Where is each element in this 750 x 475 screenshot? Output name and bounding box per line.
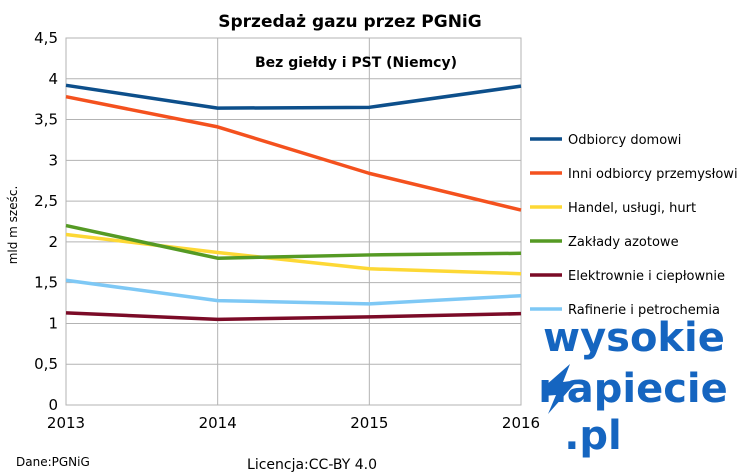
legend-label: Elektrownie i ciepłownie — [568, 269, 725, 284]
brand-line-3: .pl — [564, 413, 622, 459]
chart-title: Sprzedaż gazu przez PGNiG — [218, 12, 481, 32]
y-tick-label: 0,5 — [34, 355, 58, 373]
x-tick-label: 2014 — [199, 414, 237, 432]
legend-label: Inni odbiorcy przemysłowi — [568, 167, 738, 182]
chart-subtitle: Bez giełdy i PST (Niemcy) — [255, 55, 457, 71]
y-tick-label: 4 — [48, 70, 58, 88]
series-line-6 — [65, 278, 522, 306]
brand-logo: wysokie napiecie .pl — [538, 315, 728, 459]
lightning-bolt-icon — [543, 364, 578, 414]
y-tick-label: 0 — [48, 396, 58, 414]
legend-label: Odbiorcy domowi — [568, 133, 681, 148]
y-axis-label: mld m sześc. — [6, 186, 20, 265]
plot-area — [65, 37, 522, 406]
source-note: Dane:PGNiG — [16, 455, 90, 469]
y-tick-label: 3,5 — [34, 111, 58, 129]
brand-line-1: wysokie — [543, 315, 725, 361]
y-tick-label: 2,5 — [34, 192, 58, 210]
x-tick-label: 2013 — [47, 414, 85, 432]
series-line-1 — [65, 83, 522, 110]
y-tick-label: 3 — [48, 151, 58, 169]
series-line-2 — [65, 95, 522, 212]
y-tick-label: 4,5 — [34, 29, 58, 47]
x-tick-label: 2016 — [502, 414, 540, 432]
series-lines — [65, 83, 522, 322]
legend-label: Zakłady azotowe — [568, 235, 679, 250]
gridlines — [65, 37, 522, 406]
x-axis-ticks: 2013 2014 2015 2016 — [47, 414, 540, 432]
y-tick-label: 2 — [48, 233, 58, 251]
y-tick-label: 1 — [48, 314, 58, 332]
y-axis-ticks: 0 0,5 1 1,5 2 2,5 3 3,5 4 4,5 — [34, 29, 58, 414]
series-line-4 — [65, 223, 522, 260]
legend-label: Handel, usługi, hurt — [568, 201, 696, 216]
y-tick-label: 1,5 — [34, 274, 58, 292]
license-note: Licencja:CC-BY 4.0 — [247, 457, 377, 473]
x-tick-label: 2015 — [350, 414, 388, 432]
legend-label: Rafinerie i petrochemia — [568, 303, 720, 318]
legend: Odbiorcy domowi Inni odbiorcy przemysłowi… — [530, 133, 738, 318]
series-line-5 — [65, 311, 522, 322]
